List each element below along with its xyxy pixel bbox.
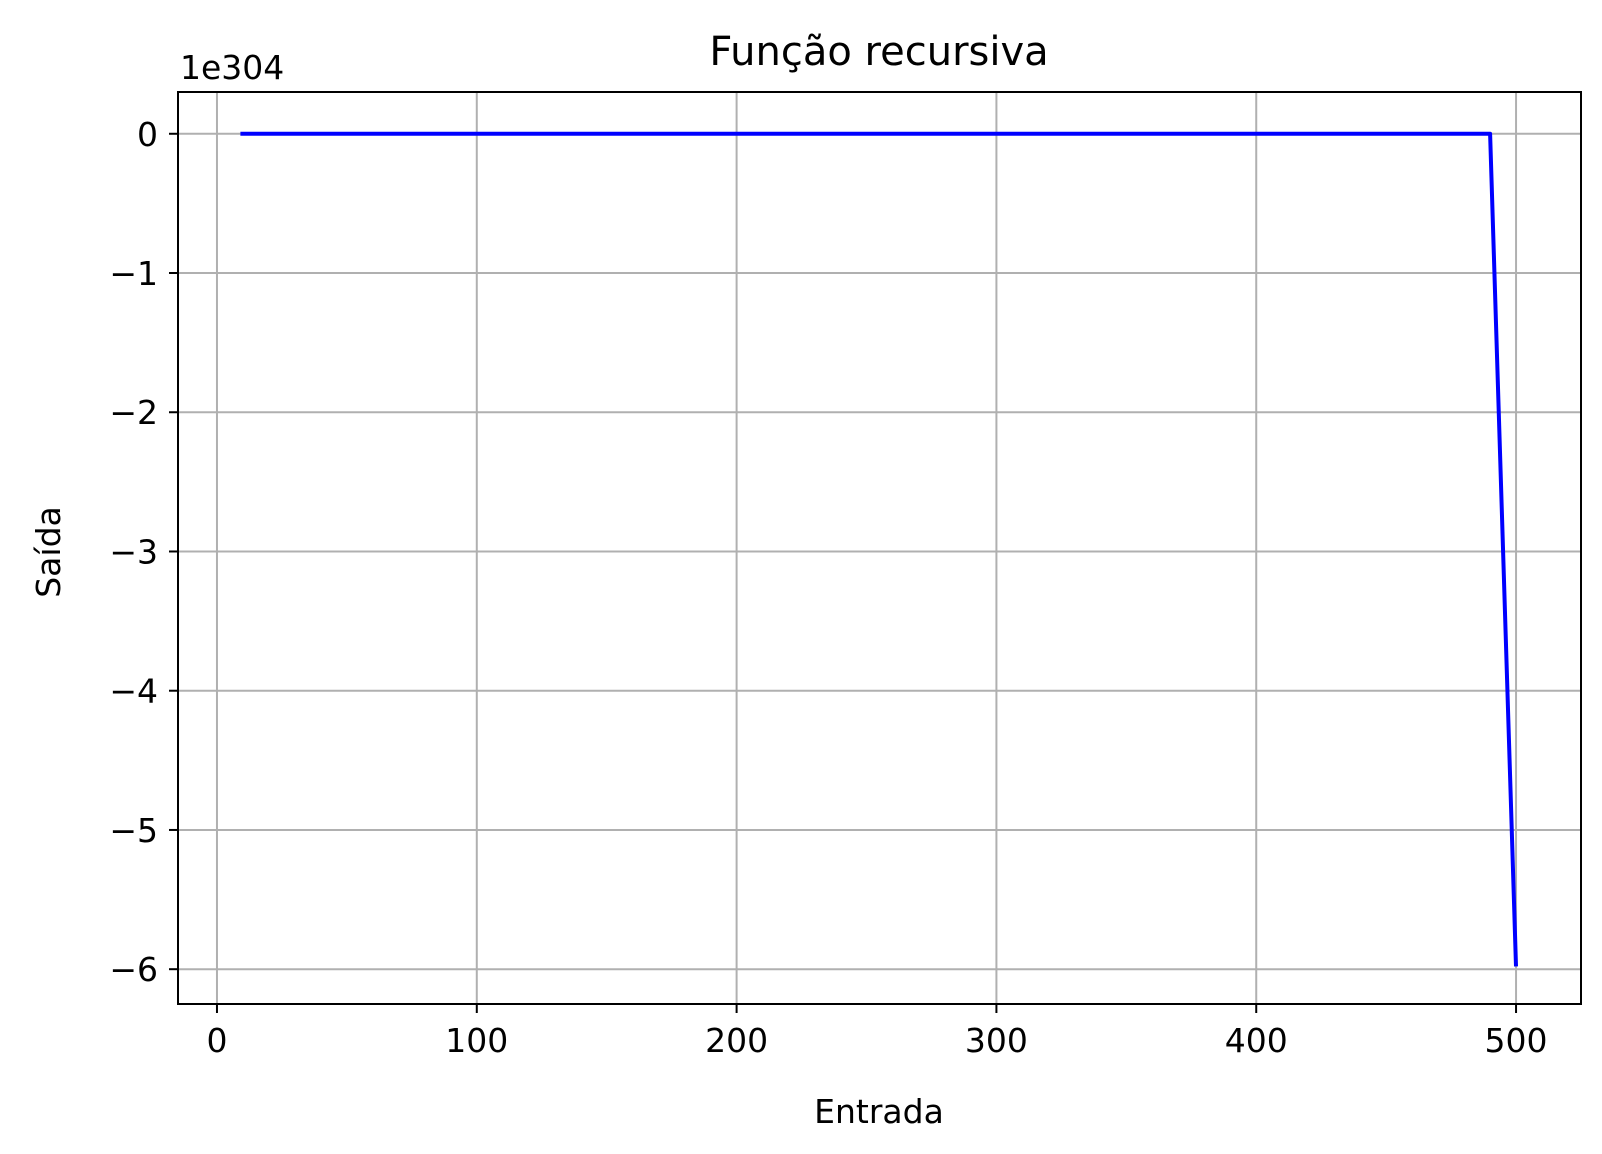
series-layer	[240, 131, 1518, 967]
tick-layer: 0 100 200 300 400 500 0 −1 −2 −3 −4 −5 −6	[109, 115, 1547, 1060]
x-tick-label: 400	[1225, 1021, 1288, 1060]
y-tick-label: −2	[109, 393, 158, 432]
y-tick-label: 0	[137, 115, 158, 154]
y-axis-label: Saída	[29, 506, 68, 598]
x-tick-label: 300	[965, 1021, 1028, 1060]
y-tick-label: −6	[109, 950, 158, 989]
x-tick-label: 100	[445, 1021, 508, 1060]
x-axis-label: Entrada	[814, 1092, 944, 1131]
grid-layer	[178, 92, 1581, 1004]
x-tick-label: 0	[206, 1021, 227, 1060]
y-axis-offset-label: 1e304	[180, 48, 284, 87]
plot-area-frame	[177, 91, 1582, 1005]
y-tick-label: −3	[109, 532, 158, 571]
y-tick-label: −4	[109, 672, 158, 711]
x-tick-label: 200	[705, 1021, 768, 1060]
y-tick-label: −5	[109, 811, 158, 850]
x-tick-label: 500	[1485, 1021, 1548, 1060]
series-line	[240, 131, 1518, 967]
y-tick-label: −1	[109, 254, 158, 293]
chart-title: Função recursiva	[709, 29, 1048, 75]
